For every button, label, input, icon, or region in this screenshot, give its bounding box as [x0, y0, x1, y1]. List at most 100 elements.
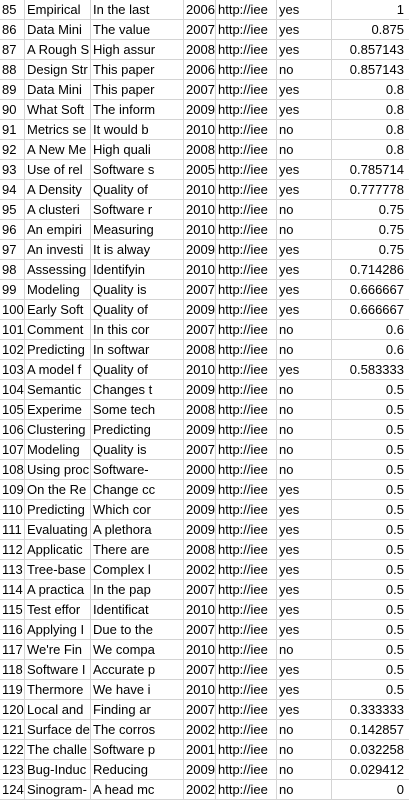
cell-title[interactable]: Test effor: [25, 600, 91, 619]
cell-score[interactable]: 0.857143: [349, 62, 404, 77]
cell-score[interactable]: 0.5: [385, 402, 404, 417]
cell-title[interactable]: A New Me: [25, 140, 91, 159]
cell-year[interactable]: 2002: [186, 720, 216, 739]
cell-score[interactable]: 0.6: [385, 322, 404, 337]
cell-abstract[interactable]: A head mc: [91, 780, 184, 799]
cell-flag[interactable]: no: [277, 200, 332, 219]
cell-year[interactable]: 2008: [186, 540, 216, 559]
cell-abstract[interactable]: The inform: [91, 100, 184, 119]
cell-link[interactable]: http://iee: [216, 160, 277, 179]
cell-score[interactable]: 0: [396, 782, 404, 797]
cell-score[interactable]: 0.029412: [349, 762, 404, 777]
cell-year[interactable]: 2008: [186, 40, 216, 59]
cell-flag[interactable]: yes: [277, 580, 332, 599]
cell-flag[interactable]: no: [277, 440, 332, 459]
cell-score[interactable]: 0.5: [385, 522, 404, 537]
cell-score[interactable]: 0.5: [385, 462, 404, 477]
cell-title[interactable]: Experime: [25, 400, 91, 419]
cell-link[interactable]: http://iee: [216, 0, 277, 19]
cell-year[interactable]: 2009: [186, 240, 216, 259]
cell-year[interactable]: 2009: [186, 760, 216, 779]
cell-row-id[interactable]: 89: [0, 80, 25, 99]
cell-year[interactable]: 2007: [186, 620, 216, 639]
cell-flag[interactable]: no: [277, 140, 332, 159]
cell-link[interactable]: http://iee: [216, 220, 277, 239]
cell-link[interactable]: http://iee: [216, 20, 277, 39]
cell-abstract[interactable]: Reducing: [91, 760, 184, 779]
cell-score[interactable]: 0.333333: [349, 702, 404, 717]
cell-title[interactable]: Clustering: [25, 420, 91, 439]
cell-row-id[interactable]: 109: [2, 480, 25, 499]
cell-abstract[interactable]: Measuring: [91, 220, 184, 239]
cell-score[interactable]: 0.5: [385, 682, 404, 697]
cell-year[interactable]: 2010: [186, 260, 216, 279]
cell-link[interactable]: http://iee: [216, 620, 277, 639]
cell-title[interactable]: Applicatic: [25, 540, 91, 559]
cell-title[interactable]: Design Str: [25, 60, 91, 79]
cell-title[interactable]: Data Mini: [25, 80, 91, 99]
cell-row-id[interactable]: 117: [0, 640, 25, 659]
cell-flag[interactable]: no: [277, 340, 332, 359]
cell-score[interactable]: 0.777778: [349, 182, 404, 197]
cell-score[interactable]: 0.5: [385, 602, 404, 617]
cell-abstract[interactable]: Some tech: [91, 400, 184, 419]
cell-link[interactable]: http://iee: [216, 680, 277, 699]
cell-year[interactable]: 2007: [186, 280, 216, 299]
cell-row-id[interactable]: 90: [0, 100, 25, 119]
cell-abstract[interactable]: Quality of: [91, 300, 184, 319]
cell-year[interactable]: 2006: [186, 0, 216, 19]
cell-link[interactable]: http://iee: [216, 780, 277, 799]
cell-score[interactable]: 0.5: [385, 642, 404, 657]
cell-title[interactable]: Software I: [25, 660, 91, 679]
cell-flag[interactable]: yes: [277, 0, 332, 19]
cell-link[interactable]: http://iee: [216, 360, 277, 379]
cell-year[interactable]: 2007: [186, 320, 216, 339]
cell-abstract[interactable]: Software-: [91, 460, 184, 479]
cell-title[interactable]: Bug-Induc: [25, 760, 91, 779]
cell-abstract[interactable]: Identifyin: [91, 260, 184, 279]
cell-row-id[interactable]: 95: [0, 200, 25, 219]
cell-link[interactable]: http://iee: [216, 600, 277, 619]
cell-score[interactable]: 0.5: [385, 382, 404, 397]
cell-row-id[interactable]: 87: [0, 40, 25, 59]
cell-year[interactable]: 2010: [186, 360, 216, 379]
cell-flag[interactable]: yes: [277, 40, 332, 59]
cell-title[interactable]: Modeling: [25, 280, 91, 299]
cell-link[interactable]: http://iee: [216, 540, 277, 559]
cell-year[interactable]: 2009: [186, 500, 216, 519]
cell-title[interactable]: Use of rel: [25, 160, 91, 179]
cell-title[interactable]: Data Mini: [25, 20, 91, 39]
cell-year[interactable]: 2008: [186, 140, 216, 159]
cell-abstract[interactable]: Software p: [91, 740, 184, 759]
cell-flag[interactable]: yes: [277, 480, 332, 499]
cell-row-id[interactable]: 103: [2, 360, 25, 379]
cell-row-id[interactable]: 91: [0, 120, 25, 139]
cell-year[interactable]: 2010: [186, 680, 216, 699]
cell-flag[interactable]: no: [277, 320, 332, 339]
cell-title[interactable]: A Density: [25, 180, 91, 199]
cell-score[interactable]: 0.5: [385, 482, 404, 497]
cell-link[interactable]: http://iee: [216, 640, 277, 659]
cell-row-id[interactable]: 99: [0, 280, 25, 299]
cell-flag[interactable]: yes: [277, 80, 332, 99]
cell-row-id[interactable]: 98: [0, 260, 25, 279]
cell-link[interactable]: http://iee: [216, 300, 277, 319]
cell-score[interactable]: 0.8: [385, 142, 404, 157]
cell-abstract[interactable]: We have i: [91, 680, 184, 699]
cell-score[interactable]: 0.142857: [349, 722, 404, 737]
cell-abstract[interactable]: There are: [91, 540, 184, 559]
cell-title[interactable]: Comment: [25, 320, 91, 339]
cell-abstract[interactable]: High assur: [91, 40, 184, 59]
cell-flag[interactable]: no: [277, 120, 332, 139]
cell-score[interactable]: 0.714286: [349, 262, 404, 277]
cell-flag[interactable]: yes: [277, 540, 332, 559]
cell-score[interactable]: 0.75: [378, 222, 404, 237]
cell-link[interactable]: http://iee: [216, 460, 277, 479]
cell-flag[interactable]: no: [277, 460, 332, 479]
cell-link[interactable]: http://iee: [216, 140, 277, 159]
cell-link[interactable]: http://iee: [216, 180, 277, 199]
cell-year[interactable]: 2005: [186, 160, 216, 179]
cell-link[interactable]: http://iee: [216, 240, 277, 259]
cell-abstract[interactable]: Which cor: [91, 500, 184, 519]
cell-year[interactable]: 2007: [186, 440, 216, 459]
